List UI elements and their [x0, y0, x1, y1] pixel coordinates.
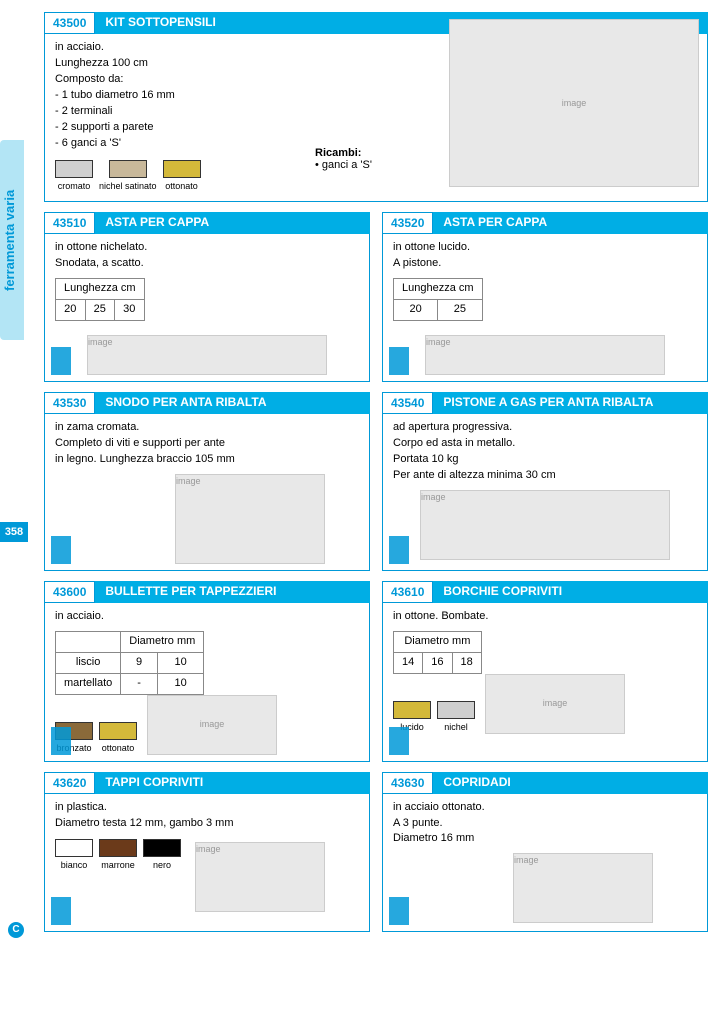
product-code: 43630 [382, 772, 433, 794]
product-code: 43530 [44, 392, 95, 414]
publisher-logo-icon: C [8, 922, 24, 938]
product-code: 43520 [382, 212, 433, 234]
desc-line: in acciaio ottonato. [393, 800, 697, 816]
product-card-43610: 43610BORCHIE COPRIVITI in ottone. Bombat… [382, 581, 708, 762]
product-card-43510: 43510ASTA PER CAPPA in ottone nichelato.… [44, 212, 370, 382]
product-card-43620: 43620TAPPI COPRIVITI in plastica. Diamet… [44, 772, 370, 932]
desc-line: in ottone lucido. [393, 240, 697, 256]
product-image: image [485, 674, 625, 734]
product-image: image [425, 335, 665, 375]
catalog-tag-icon [51, 727, 71, 755]
desc-line: Diametro testa 12 mm, gambo 3 mm [55, 816, 359, 832]
catalog-tag-icon [51, 897, 71, 925]
swatch: ottonato [163, 160, 201, 193]
catalog-tag-icon [389, 897, 409, 925]
product-image: image [195, 842, 325, 912]
product-code: 43610 [382, 581, 433, 603]
product-card-43500: 43500 KIT SOTTOPENSILI in acciaio. Lungh… [44, 12, 708, 202]
product-image: image [147, 695, 277, 755]
desc-line: A 3 punte. [393, 816, 697, 832]
desc-line: ad apertura progressiva. [393, 420, 697, 436]
product-title: BORCHIE COPRIVITI [433, 581, 708, 603]
product-code: 43620 [44, 772, 95, 794]
product-code: 43510 [44, 212, 95, 234]
product-title: ASTA PER CAPPA [95, 212, 370, 234]
product-code: 43500 [44, 12, 95, 34]
product-image: image [420, 490, 670, 560]
swatch: ottonato [99, 722, 137, 755]
catalog-tag-icon [389, 536, 409, 564]
catalog-tag-icon [51, 536, 71, 564]
desc-line: in zama cromata. [55, 420, 359, 436]
desc-line: in ottone. Bombate. [393, 609, 697, 625]
catalog-tag-icon [389, 727, 409, 755]
product-card-43530: 43530SNODO PER ANTA RIBALTA in zama crom… [44, 392, 370, 571]
product-card-43540: 43540PISTONE A GAS PER ANTA RIBALTA ad a… [382, 392, 708, 571]
product-card-43520: 43520ASTA PER CAPPA in ottone lucido. A … [382, 212, 708, 382]
desc-line: Corpo ed asta in metallo. [393, 436, 697, 452]
product-title: PISTONE A GAS PER ANTA RIBALTA [433, 392, 708, 414]
swatch: nero [143, 839, 181, 872]
product-title: COPRIDADI [433, 772, 708, 794]
spec-table: Lunghezza cm 2025 [393, 278, 483, 321]
desc-line: in acciaio. [55, 609, 359, 625]
product-image: image [513, 853, 653, 923]
section-tab: ferramenta varia [0, 140, 24, 340]
product-code: 43600 [44, 581, 95, 603]
product-image: image [449, 19, 699, 187]
product-title: SNODO PER ANTA RIBALTA [95, 392, 370, 414]
swatch: marrone [99, 839, 137, 872]
desc-line: Snodata, a scatto. [55, 256, 359, 272]
product-title: TAPPI COPRIVITI [95, 772, 370, 794]
ricambi-box: Ricambi: • ganci a 'S' [315, 147, 372, 171]
swatch: bianco [55, 839, 93, 872]
desc-line: Completo di viti e supporti per ante [55, 436, 359, 452]
desc-line: Diametro 16 mm [393, 831, 697, 847]
catalog-tag-icon [389, 347, 409, 375]
desc-line: in ottone nichelato. [55, 240, 359, 256]
product-code: 43540 [382, 392, 433, 414]
product-card-43600: 43600BULLETTE PER TAPPEZZIERI in acciaio… [44, 581, 370, 762]
product-title: ASTA PER CAPPA [433, 212, 708, 234]
product-title: BULLETTE PER TAPPEZZIERI [95, 581, 370, 603]
product-image: image [175, 474, 325, 564]
spec-table: Diametro mm 141618 [393, 631, 482, 674]
swatch: nichel satinato [99, 160, 157, 193]
catalog-tag-icon [51, 347, 71, 375]
desc-line: in legno. Lunghezza braccio 105 mm [55, 452, 359, 468]
desc-line: in plastica. [55, 800, 359, 816]
desc-line: Per ante di altezza minima 30 cm [393, 468, 697, 484]
spec-table: Diametro mm liscio910 martellato-10 [55, 631, 204, 695]
product-image: image [87, 335, 327, 375]
product-card-43630: 43630COPRIDADI in acciaio ottonato. A 3 … [382, 772, 708, 932]
swatch: nichel [437, 701, 475, 734]
desc-line: A pistone. [393, 256, 697, 272]
desc-line: Portata 10 kg [393, 452, 697, 468]
page-number: 358 [0, 522, 28, 542]
swatch: cromato [55, 160, 93, 193]
spec-table: Lunghezza cm 202530 [55, 278, 145, 321]
